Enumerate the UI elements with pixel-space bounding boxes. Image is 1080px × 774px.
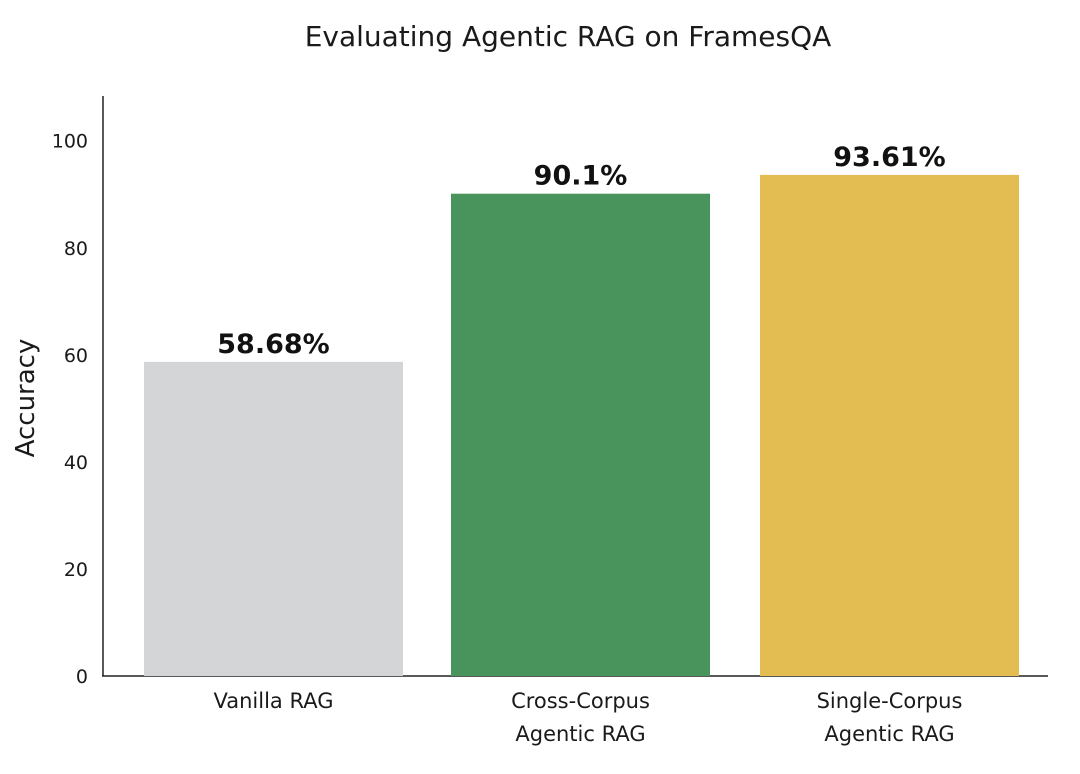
bar <box>144 361 403 676</box>
data-label: 58.68% <box>217 329 329 360</box>
x-tick-labels: Vanilla RAG Cross-Corpus Agentic RAG Single… <box>214 689 963 746</box>
y-tick-label: 100 <box>52 131 88 153</box>
y-tick-labels: 0 20 40 60 80 100 <box>52 131 88 688</box>
bars-group <box>144 174 1019 676</box>
bar <box>760 174 1019 676</box>
x-tick-label: Cross-Corpus <box>511 689 650 713</box>
y-tick-label: 20 <box>64 559 88 581</box>
x-tick-label: Single-Corpus <box>817 689 963 713</box>
y-tick-label: 40 <box>64 452 88 474</box>
y-tick-label: 0 <box>76 666 88 688</box>
y-axis-label: Accuracy <box>11 339 41 458</box>
bar <box>451 193 710 676</box>
data-labels-group: 58.68% 90.1% 93.61% <box>217 142 945 360</box>
y-tick-label: 80 <box>64 238 88 260</box>
x-tick-label: Agentic RAG <box>515 722 645 746</box>
data-label: 93.61% <box>833 142 945 173</box>
x-tick-label: Agentic RAG <box>824 722 954 746</box>
y-tick-label: 60 <box>64 345 88 367</box>
x-tick-label: Vanilla RAG <box>214 689 334 713</box>
data-label: 90.1% <box>534 161 628 192</box>
chart-title: Evaluating Agentic RAG on FramesQA <box>305 20 832 53</box>
